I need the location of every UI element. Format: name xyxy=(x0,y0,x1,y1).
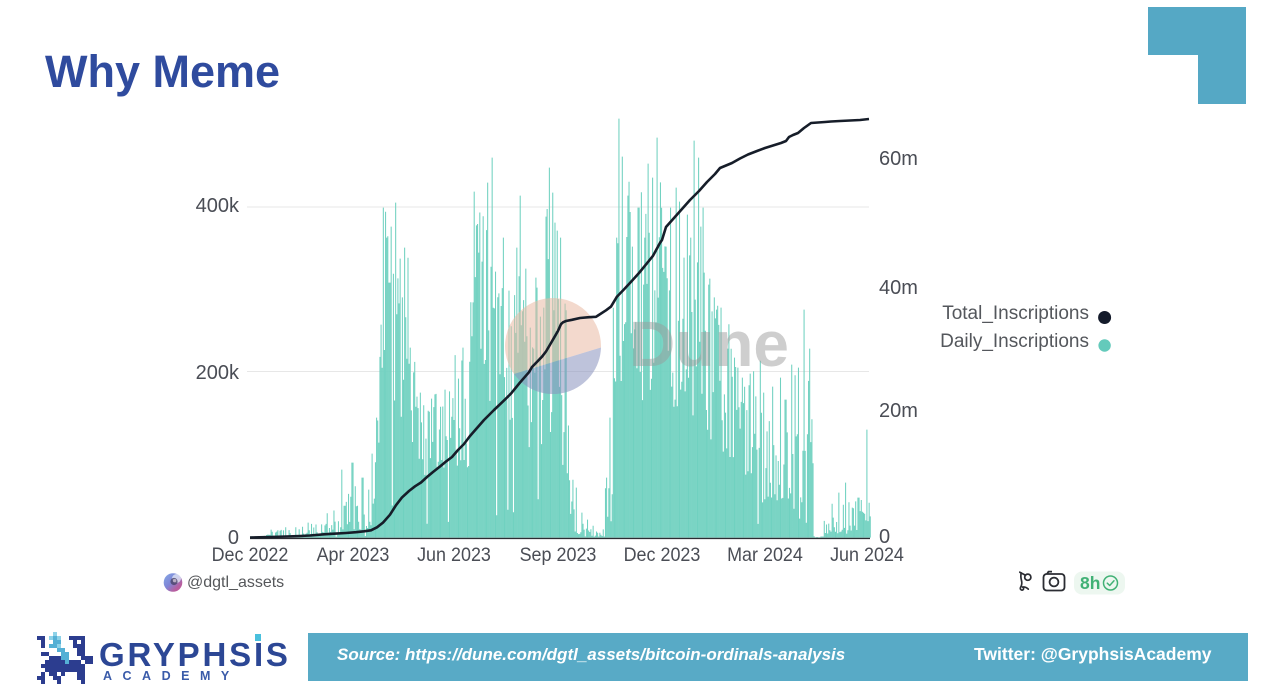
svg-text:8h: 8h xyxy=(1080,573,1100,593)
svg-text:Dune: Dune xyxy=(629,308,789,380)
